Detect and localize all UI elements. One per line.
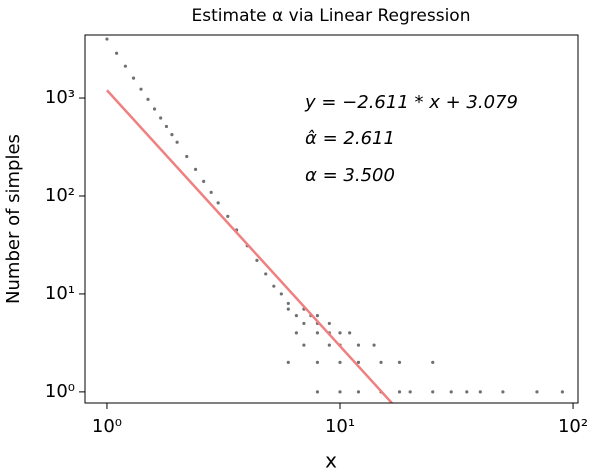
- point: [348, 331, 352, 335]
- point: [286, 360, 290, 364]
- point: [338, 390, 342, 394]
- point: [449, 390, 453, 394]
- point: [152, 107, 157, 111]
- point: [315, 331, 320, 335]
- y-axis-label: Number of simples: [3, 134, 24, 304]
- point: [272, 284, 276, 288]
- plot-frame: [84, 34, 579, 404]
- point: [431, 390, 435, 394]
- point: [356, 343, 361, 347]
- plot-area: [105, 37, 564, 403]
- point: [327, 343, 331, 347]
- point: [185, 154, 189, 159]
- point: [465, 390, 469, 394]
- point: [302, 321, 306, 326]
- fit-line: [106, 89, 394, 403]
- point: [302, 343, 306, 347]
- point: [216, 201, 220, 205]
- point: [478, 390, 482, 394]
- x-axis-label: x: [325, 449, 337, 473]
- point: [431, 360, 435, 364]
- point: [356, 360, 361, 364]
- point: [279, 292, 283, 296]
- point: [264, 272, 268, 276]
- point: [338, 331, 342, 335]
- y-tick-label: 10²: [45, 185, 75, 206]
- point: [202, 179, 206, 183]
- point: [327, 321, 331, 326]
- y-tick-label: 10³: [45, 87, 75, 108]
- point: [560, 390, 564, 394]
- point: [193, 167, 198, 171]
- point: [294, 314, 299, 318]
- x-tick-label: 10²: [558, 416, 588, 437]
- point: [255, 258, 259, 262]
- point: [286, 307, 290, 311]
- chart-title: Estimate α via Linear Regression: [192, 6, 471, 26]
- y-tick-label: 10¹: [45, 283, 75, 304]
- annotation: α̂ = 2.611: [305, 128, 395, 149]
- point: [372, 343, 376, 347]
- point: [408, 390, 412, 394]
- annotation: y = −2.611 * x + 3.079: [304, 92, 518, 113]
- point: [105, 37, 109, 41]
- point: [123, 64, 128, 68]
- x-tick-label: 10¹: [325, 416, 355, 437]
- point: [164, 124, 169, 129]
- point: [501, 390, 505, 394]
- point: [397, 390, 402, 394]
- point: [226, 214, 230, 218]
- point: [131, 76, 136, 80]
- point: [159, 116, 163, 120]
- point: [315, 390, 320, 394]
- point: [175, 140, 179, 144]
- point: [139, 87, 143, 91]
- y-tick-label: 10⁰: [45, 381, 75, 402]
- point: [535, 390, 539, 394]
- annotation: α = 3.500: [305, 165, 395, 186]
- point: [315, 360, 320, 364]
- point: [356, 390, 361, 394]
- point: [170, 133, 174, 137]
- x-tick-label: 10⁰: [92, 416, 122, 437]
- point: [294, 331, 299, 335]
- point: [315, 314, 320, 318]
- point: [338, 360, 342, 364]
- point: [379, 360, 383, 364]
- point: [115, 51, 119, 55]
- point: [286, 301, 290, 306]
- point: [209, 190, 213, 194]
- point: [397, 360, 402, 364]
- point: [146, 97, 150, 102]
